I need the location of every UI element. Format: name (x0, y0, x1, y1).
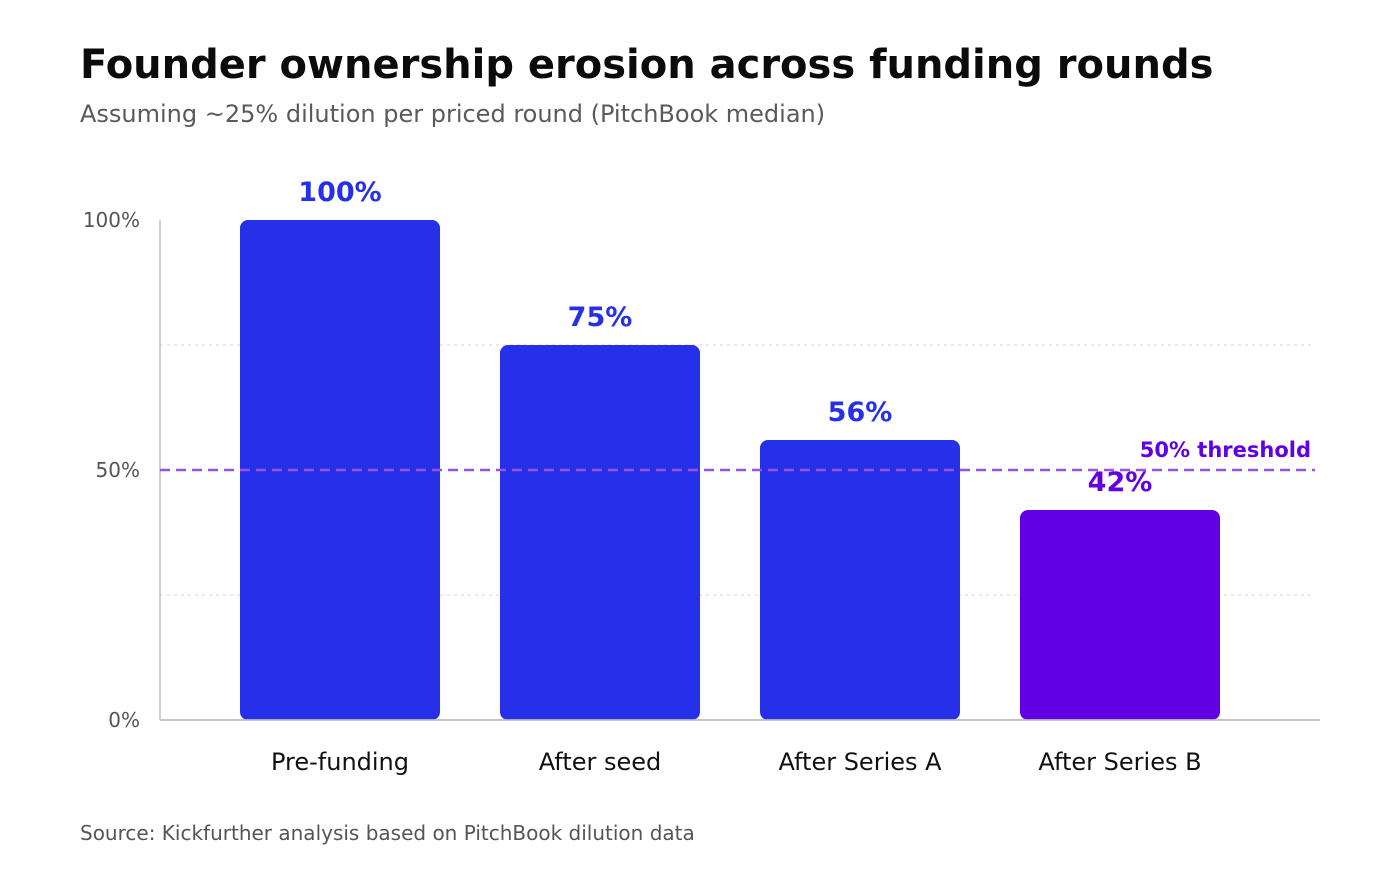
threshold-label: 50% threshold (1140, 438, 1311, 462)
bar (760, 440, 960, 720)
bar-value-label: 56% (828, 397, 893, 428)
bar-value-label: 100% (298, 177, 381, 208)
x-category-label: After Series B (1038, 748, 1201, 776)
bar (500, 345, 700, 720)
y-tick-label: 50% (96, 458, 140, 482)
chart-title: Founder ownership erosion across funding… (80, 42, 1214, 88)
chart-subtitle: Assuming ~25% dilution per priced round … (80, 100, 826, 128)
x-category-label: After seed (539, 748, 662, 776)
bar (1020, 510, 1220, 720)
y-tick-label: 100% (83, 208, 140, 232)
y-tick-label: 0% (108, 708, 140, 732)
x-category-label: Pre-funding (271, 748, 409, 776)
x-category-label: After Series A (778, 748, 942, 776)
bar-value-label: 42% (1088, 467, 1153, 498)
bar-value-label: 75% (568, 302, 633, 333)
source-note: Source: Kickfurther analysis based on Pi… (80, 821, 695, 845)
